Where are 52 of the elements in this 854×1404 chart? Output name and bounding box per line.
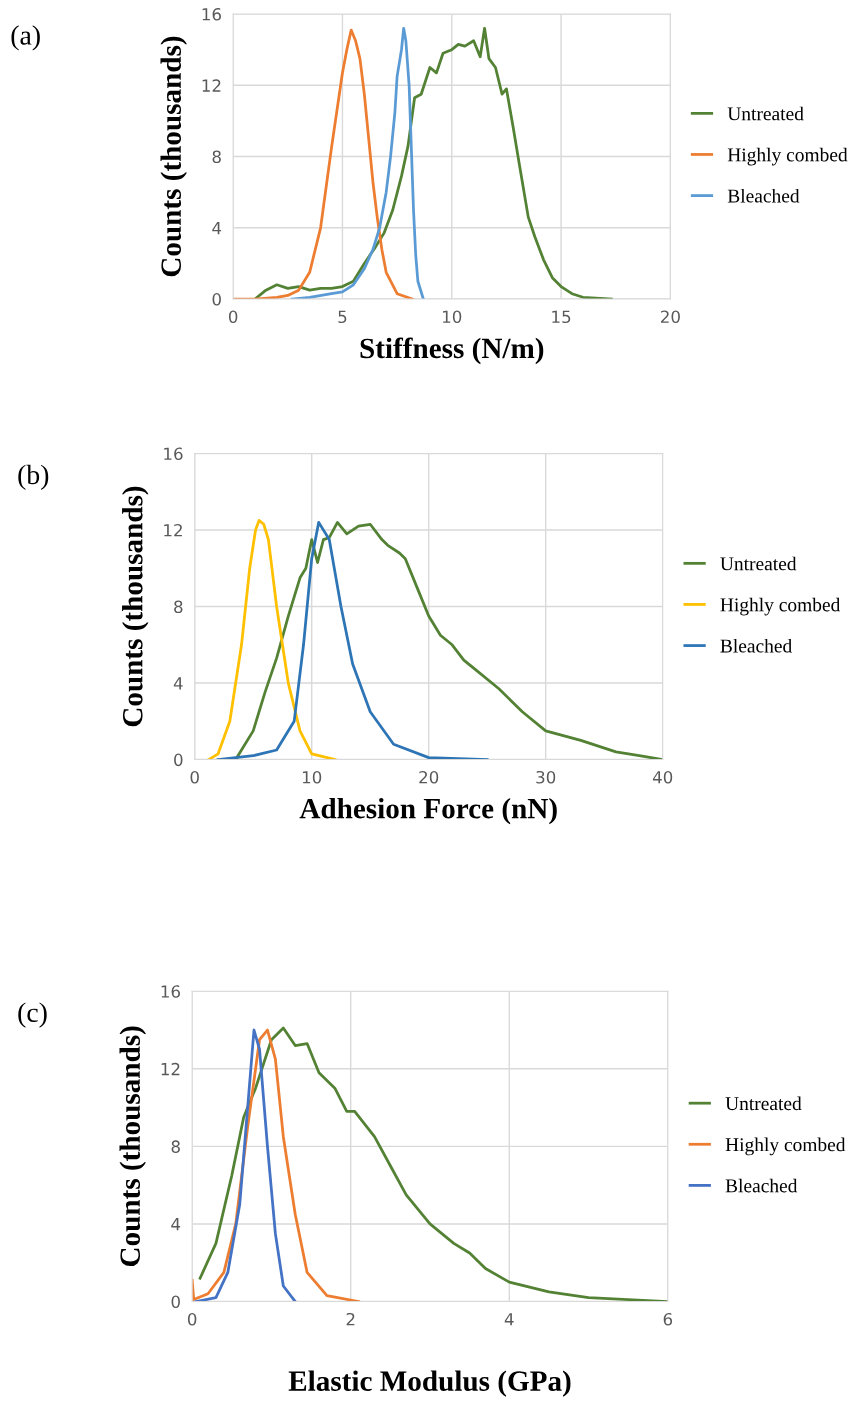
x-tick-label: 0 (187, 1312, 197, 1326)
x-tick-label: 4 (504, 1313, 514, 1326)
y-tick-label: 4 (212, 221, 222, 235)
x-tick-label: 2 (346, 1312, 355, 1326)
legend-label: Bleached (725, 1178, 798, 1193)
line-series (234, 520, 663, 760)
y-tick-label: 16 (164, 447, 183, 461)
chart-title: (a) (11, 25, 40, 51)
x-tick-label: 20 (661, 310, 680, 324)
y-axis-title: Counts (thousands) (122, 486, 149, 727)
y-tick-label: 16 (202, 8, 221, 21)
y-tick-label: 0 (212, 293, 221, 306)
legend-label: Bleached (727, 188, 800, 203)
x-tick-label: 10 (302, 770, 322, 784)
legend-label: Highly combed (720, 597, 841, 616)
legend-label: Untreated (720, 556, 797, 571)
line-series (216, 520, 489, 760)
x-tick-label: 20 (419, 770, 439, 784)
line-series (207, 519, 337, 760)
x-tick-label: 15 (552, 310, 571, 324)
x-tick-label: 6 (663, 1312, 673, 1326)
y-tick-label: 8 (174, 600, 183, 614)
y-tick-label: 4 (173, 677, 183, 690)
x-axis-title: Adhesion Force (nN) (299, 797, 557, 825)
legend-label: Highly combed (727, 147, 848, 166)
x-axis-title: Stiffness (N/m) (360, 337, 544, 365)
legend-label: Highly combed (725, 1137, 846, 1156)
x-tick-label: 10 (442, 310, 462, 324)
y-tick-label: 8 (212, 150, 221, 164)
y-tick-label: 16 (161, 985, 180, 998)
y-tick-label: 12 (202, 79, 221, 92)
x-tick-label: 40 (652, 770, 673, 784)
x-tick-label: 0 (190, 770, 199, 784)
y-tick-label: 0 (171, 1295, 180, 1309)
y-tick-label: 12 (164, 523, 182, 537)
x-tick-label: 5 (338, 310, 347, 324)
y-axis-title: Counts (thousands) (119, 1026, 146, 1267)
y-tick-label: 8 (171, 1140, 180, 1153)
legend-label: Bleached (720, 638, 792, 653)
chart-title: (b) (18, 464, 49, 490)
x-tick-label: 30 (536, 770, 556, 784)
line-series (194, 1028, 297, 1302)
y-tick-label: 12 (161, 1062, 180, 1076)
y-axis-title: Counts (thousands) (160, 36, 187, 277)
legend-label: Untreated (725, 1096, 802, 1111)
line-series (198, 1026, 668, 1302)
legend-label: Untreated (727, 106, 804, 121)
x-axis-title: Elastic Modulus (GPa) (288, 1370, 571, 1397)
y-tick-label: 0 (174, 753, 183, 767)
y-tick-label: 4 (171, 1218, 181, 1231)
x-tick-label: 0 (228, 310, 238, 324)
chart-title: (c) (18, 1002, 47, 1028)
